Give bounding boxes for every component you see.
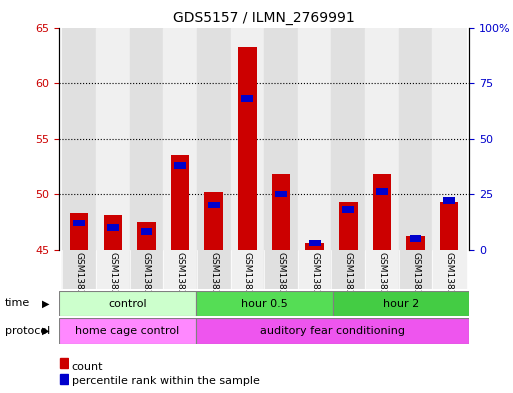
Bar [264, 28, 298, 250]
Text: ▶: ▶ [43, 298, 50, 309]
Bar [298, 28, 331, 250]
Bar [163, 28, 197, 250]
Text: GSM1383170: GSM1383170 [277, 252, 286, 312]
Text: GSM1383165: GSM1383165 [378, 252, 386, 312]
Text: hour 0.5: hour 0.5 [241, 299, 288, 309]
Bar [63, 250, 96, 289]
Text: count: count [72, 362, 103, 373]
Bar [365, 250, 399, 289]
Bar [406, 236, 425, 250]
Bar [238, 48, 256, 250]
Bar [174, 162, 186, 169]
Text: GSM1383166: GSM1383166 [411, 252, 420, 312]
Bar [331, 250, 365, 289]
Bar [365, 28, 399, 250]
Bar [432, 28, 466, 250]
Bar [59, 291, 196, 316]
Bar [275, 191, 287, 197]
Bar [96, 250, 130, 289]
Bar [443, 197, 455, 204]
Title: GDS5157 / ILMN_2769991: GDS5157 / ILMN_2769991 [173, 11, 355, 25]
Bar [376, 189, 388, 195]
Text: ▶: ▶ [43, 326, 50, 336]
Bar [197, 250, 230, 289]
Bar [104, 215, 122, 250]
Bar [141, 228, 152, 235]
Bar [130, 250, 163, 289]
Text: protocol: protocol [5, 326, 50, 336]
Bar [230, 250, 264, 289]
Bar [196, 291, 332, 316]
Text: hour 2: hour 2 [383, 299, 419, 309]
Text: auditory fear conditioning: auditory fear conditioning [260, 326, 405, 336]
Text: GSM1383174: GSM1383174 [142, 252, 151, 312]
Bar [309, 240, 321, 246]
Bar [242, 95, 253, 102]
Text: GSM1383171: GSM1383171 [310, 252, 319, 312]
Text: time: time [5, 298, 30, 309]
Text: GSM1383168: GSM1383168 [209, 252, 218, 312]
Bar [70, 213, 88, 250]
Bar [272, 174, 290, 250]
Bar [163, 250, 197, 289]
Bar [298, 250, 331, 289]
Bar [205, 192, 223, 250]
Bar [60, 374, 68, 384]
Text: GSM1383172: GSM1383172 [75, 252, 84, 312]
Bar [332, 291, 469, 316]
Text: GSM1383175: GSM1383175 [175, 252, 185, 312]
Text: GSM1383164: GSM1383164 [344, 252, 353, 312]
Text: GSM1383167: GSM1383167 [445, 252, 453, 312]
Bar [107, 224, 119, 231]
Bar [196, 318, 469, 344]
Text: home cage control: home cage control [75, 326, 180, 336]
Bar [230, 28, 264, 250]
Text: control: control [108, 299, 147, 309]
Bar [399, 250, 432, 289]
Text: percentile rank within the sample: percentile rank within the sample [72, 376, 260, 386]
Bar [63, 28, 96, 250]
Bar [410, 235, 422, 242]
Bar [264, 250, 298, 289]
Bar [331, 28, 365, 250]
Bar [432, 250, 466, 289]
Bar [171, 155, 189, 250]
Bar [137, 222, 156, 250]
Bar [208, 202, 220, 208]
Bar [339, 202, 358, 250]
Bar [342, 206, 354, 213]
Bar [372, 174, 391, 250]
Bar [305, 243, 324, 250]
Text: GSM1383173: GSM1383173 [108, 252, 117, 312]
Bar [197, 28, 230, 250]
Bar [60, 358, 68, 367]
Bar [130, 28, 163, 250]
Bar [440, 202, 459, 250]
Bar [399, 28, 432, 250]
Bar [96, 28, 130, 250]
Text: GSM1383169: GSM1383169 [243, 252, 252, 312]
Bar [59, 318, 196, 344]
Bar [73, 220, 85, 226]
